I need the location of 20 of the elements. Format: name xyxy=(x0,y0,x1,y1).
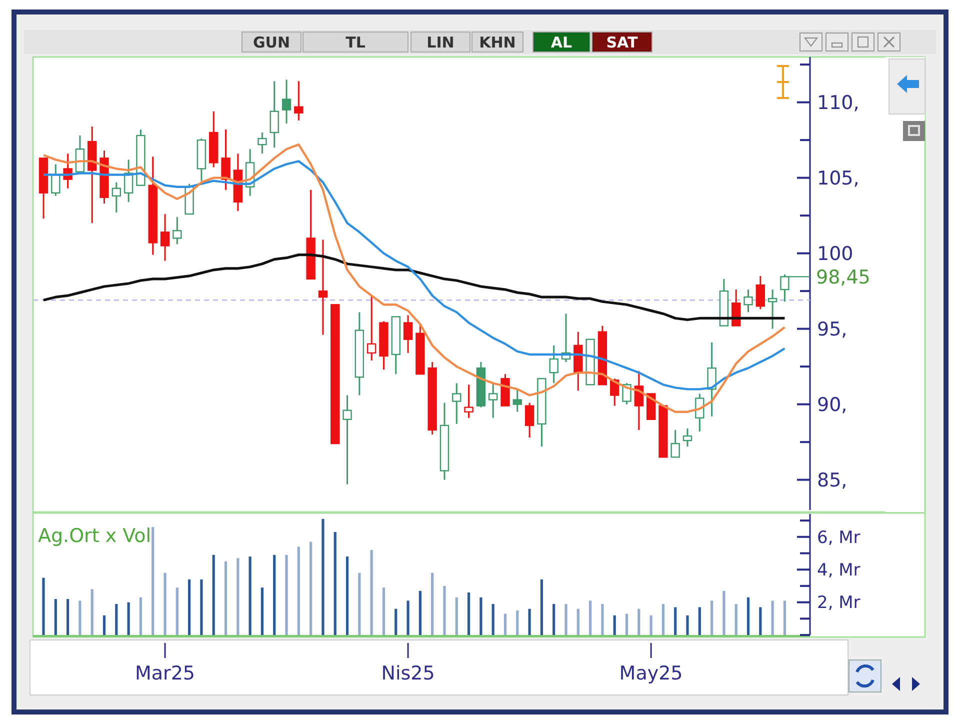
text: KHN xyxy=(479,33,516,52)
text: LIN xyxy=(426,33,454,52)
text: Ag.Ort x Vol xyxy=(38,525,152,547)
text: GUN xyxy=(252,33,290,52)
y-tick-label: 6, Mr xyxy=(817,528,860,548)
y-tick-label: 95, xyxy=(817,318,848,340)
x-tick-label: Mar25 xyxy=(134,662,196,685)
y-tick-label: 90, xyxy=(817,394,848,416)
y-tick-label: 85, xyxy=(817,469,848,492)
text: AL xyxy=(550,33,573,52)
text: SAT xyxy=(606,33,639,52)
y-tick-label: 4, Mr xyxy=(817,560,860,581)
y-tick-label: 2, Mr xyxy=(817,593,860,614)
y-tick-label: 100 xyxy=(817,242,854,265)
y-tick-label: 110, xyxy=(817,92,860,114)
x-tick-label: May25 xyxy=(619,662,683,685)
text: 98,45 xyxy=(816,266,870,288)
text: TL xyxy=(346,33,366,52)
x-tick-label: Nis25 xyxy=(381,662,435,685)
y-tick-label: 105, xyxy=(817,167,860,190)
